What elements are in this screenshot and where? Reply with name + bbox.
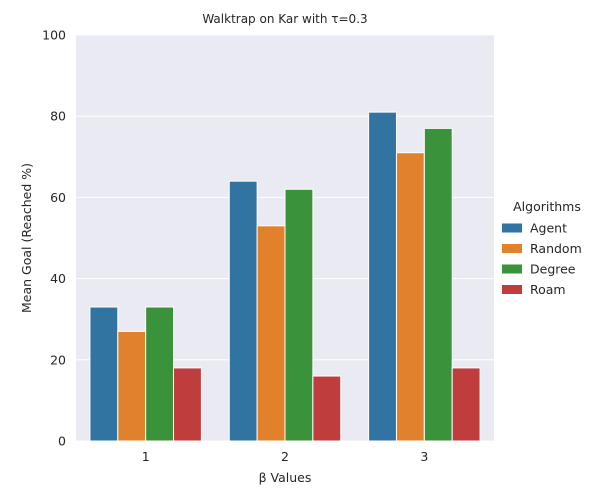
bar-agent-1 bbox=[89, 306, 119, 442]
legend-label-degree: Degree bbox=[530, 262, 576, 277]
bar-random-2 bbox=[256, 225, 286, 442]
y-tick-label: 20 bbox=[50, 352, 66, 367]
bar-degree-3 bbox=[423, 127, 453, 442]
x-tick-labels: 1 2 3 bbox=[142, 449, 429, 464]
y-tick-label: 80 bbox=[50, 109, 66, 124]
y-tick-label: 100 bbox=[42, 28, 66, 43]
bar-random-3 bbox=[395, 152, 425, 442]
legend: Algorithms Agent Random Degree Roam bbox=[502, 199, 582, 297]
legend-swatch-degree bbox=[502, 264, 522, 274]
bar-degree-1 bbox=[145, 306, 175, 442]
legend-swatch-random bbox=[502, 244, 522, 253]
bar-agent-2 bbox=[228, 180, 258, 442]
y-tick-label: 40 bbox=[50, 271, 66, 286]
legend-label-agent: Agent bbox=[530, 221, 567, 236]
bar-roam-1 bbox=[173, 367, 202, 442]
bar-agent-3 bbox=[368, 111, 397, 442]
legend-label-random: Random bbox=[530, 241, 582, 256]
x-tick-label: 2 bbox=[281, 449, 289, 464]
legend-swatch-roam bbox=[502, 285, 522, 294]
chart-title: Walktrap on Kar with τ=0.3 bbox=[202, 12, 367, 26]
legend-label-roam: Roam bbox=[530, 282, 566, 297]
y-tick-label: 0 bbox=[58, 434, 66, 449]
x-tick-label: 1 bbox=[142, 449, 150, 464]
legend-title: Algorithms bbox=[513, 199, 581, 214]
bar-random-1 bbox=[117, 330, 147, 442]
x-axis-label: β Values bbox=[259, 470, 312, 485]
bars bbox=[89, 111, 481, 442]
y-tick-labels: 0 20 40 60 80 100 bbox=[42, 28, 66, 449]
y-tick-label: 60 bbox=[50, 190, 66, 205]
bar-roam-3 bbox=[451, 367, 481, 442]
y-axis-label: Mean Goal (Reached %) bbox=[19, 163, 34, 313]
bar-roam-2 bbox=[312, 375, 342, 442]
bar-degree-2 bbox=[284, 188, 314, 442]
legend-swatch-agent bbox=[502, 223, 522, 233]
x-tick-label: 3 bbox=[420, 449, 428, 464]
